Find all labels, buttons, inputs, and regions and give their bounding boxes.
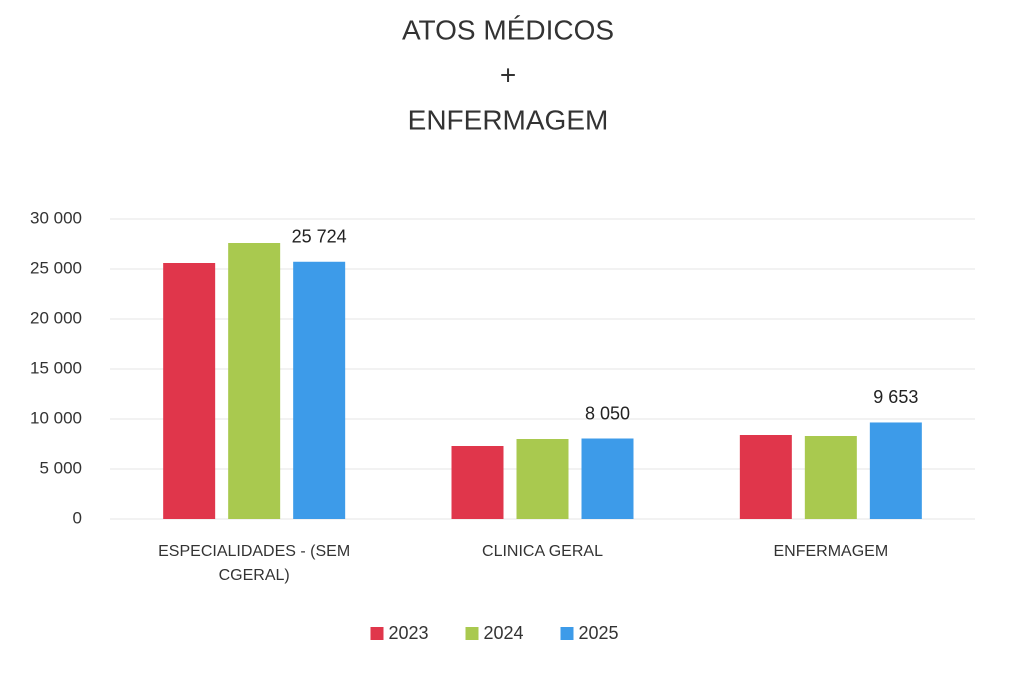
legend-swatch <box>465 627 479 640</box>
y-tick-label: 5 000 <box>39 458 82 477</box>
data-label: 9 653 <box>873 387 918 407</box>
x-tick-label: ENFERMAGEM <box>773 543 889 560</box>
bar <box>581 438 634 519</box>
bar <box>739 435 792 519</box>
data-label: 25 724 <box>292 227 347 247</box>
legend-swatch <box>560 627 574 640</box>
bar <box>163 263 216 519</box>
bar <box>869 422 922 519</box>
legend-label: 2025 <box>579 623 619 643</box>
bar <box>804 436 857 519</box>
y-tick-label: 10 000 <box>30 408 82 427</box>
y-tick-label: 20 000 <box>30 308 82 327</box>
y-tick-label: 0 <box>73 508 82 527</box>
bar <box>451 446 504 519</box>
bar <box>516 439 569 519</box>
bar <box>228 243 281 519</box>
chart-title: ATOS MÉDICOS <box>402 14 614 45</box>
legend-label: 2024 <box>484 623 524 643</box>
y-tick-label: 15 000 <box>30 358 82 377</box>
legend-swatch <box>370 627 384 640</box>
chart-title: ENFERMAGEM <box>408 104 609 135</box>
x-tick-label: CLINICA GERAL <box>482 543 603 560</box>
x-tick-label: ESPECIALIDADES - (SEM CGERAL) <box>158 543 351 584</box>
y-tick-label: 25 000 <box>30 258 82 277</box>
chart-title: + <box>500 59 516 90</box>
legend-label: 2023 <box>389 623 429 643</box>
data-label: 8 050 <box>585 403 630 423</box>
bar <box>293 261 346 519</box>
y-tick-label: 30 000 <box>30 208 82 227</box>
